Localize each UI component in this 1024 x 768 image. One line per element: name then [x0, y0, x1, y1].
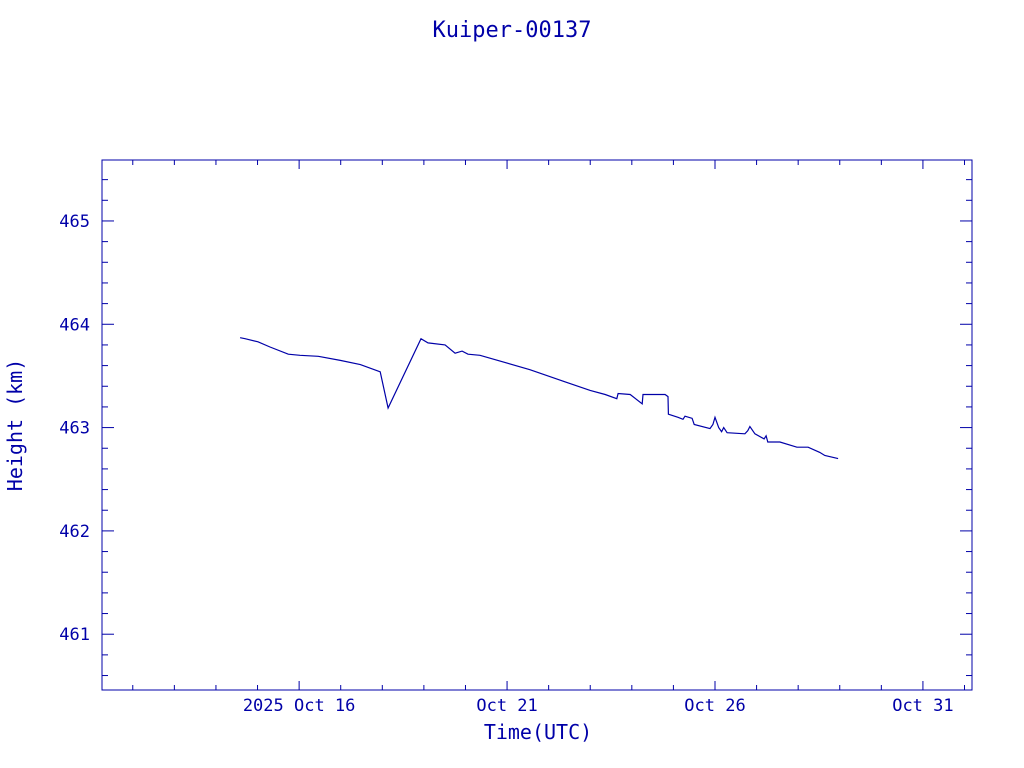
x-tick-label: Oct 31	[892, 696, 953, 716]
x-axis-label: Time(UTC)	[484, 720, 592, 744]
x-tick-label: Oct 26	[684, 696, 745, 716]
y-tick-label: 461	[59, 625, 90, 645]
y-tick-label: 463	[59, 419, 90, 439]
plot-frame	[101, 159, 973, 691]
x-tick-label: 2025 Oct 16	[243, 696, 356, 716]
y-tick-label: 465	[59, 212, 90, 232]
series-line	[239, 337, 839, 460]
chart-title: Kuiper-00137	[433, 18, 592, 43]
tick-labels: 2025 Oct 16 Oct 21 Oct 26 Oct 31 461 462 463 46…	[59, 212, 953, 716]
y-tick-label: 464	[59, 315, 90, 335]
y-axis-label: Height (km)	[3, 359, 27, 491]
x-tick-label: Oct 21	[476, 696, 537, 716]
y-tick-label: 462	[59, 522, 90, 542]
axis-ticks	[102, 160, 972, 690]
